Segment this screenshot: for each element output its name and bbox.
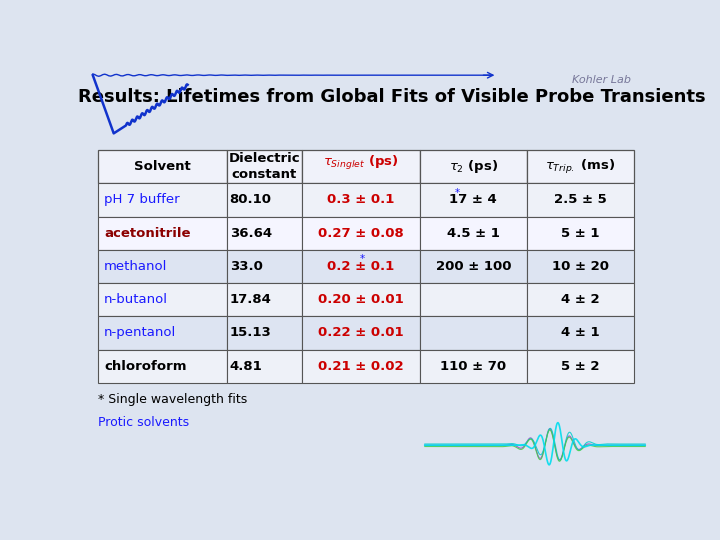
Bar [420, 349, 527, 383]
Bar [227, 183, 302, 217]
Text: *: * [359, 254, 364, 264]
Text: 4 ± 2: 4 ± 2 [561, 293, 600, 306]
Bar [99, 283, 227, 316]
Bar [527, 316, 634, 349]
Text: 5 ± 1: 5 ± 1 [561, 227, 600, 240]
Text: Solvent: Solvent [134, 160, 191, 173]
Text: 0.20 ± 0.01: 0.20 ± 0.01 [318, 293, 404, 306]
Bar [227, 349, 302, 383]
Bar [420, 250, 527, 283]
Bar [420, 150, 527, 183]
Text: $\tau_{Singlet}$ (ps): $\tau_{Singlet}$ (ps) [323, 154, 399, 172]
Bar [99, 250, 227, 283]
Text: 0.3 ± 0.1: 0.3 ± 0.1 [327, 193, 395, 206]
Text: 4.5 ± 1: 4.5 ± 1 [447, 227, 500, 240]
Bar [227, 316, 302, 349]
Bar [527, 217, 634, 250]
Text: 0.22 ± 0.01: 0.22 ± 0.01 [318, 327, 404, 340]
Text: Results: Lifetimes from Global Fits of Visible Probe Transients: Results: Lifetimes from Global Fits of V… [78, 87, 705, 106]
Text: n-pentanol: n-pentanol [104, 327, 176, 340]
Text: 4 ± 1: 4 ± 1 [561, 327, 600, 340]
Bar [527, 283, 634, 316]
Bar [302, 150, 420, 183]
Text: 5 ± 2: 5 ± 2 [561, 360, 600, 373]
Bar [527, 183, 634, 217]
Text: 17 ± 4: 17 ± 4 [449, 193, 498, 206]
Text: acetonitrile: acetonitrile [104, 227, 191, 240]
Bar [302, 283, 420, 316]
Text: 0.21 ± 0.02: 0.21 ± 0.02 [318, 360, 404, 373]
Text: $\tau_{Trip.}$ (ms): $\tau_{Trip.}$ (ms) [545, 158, 616, 176]
Text: * Single wavelength fits: * Single wavelength fits [99, 393, 248, 406]
Text: 2.5 ± 5: 2.5 ± 5 [554, 193, 607, 206]
Bar [99, 217, 227, 250]
Bar [99, 316, 227, 349]
Bar [527, 150, 634, 183]
Text: n-butanol: n-butanol [104, 293, 168, 306]
Text: *: * [455, 187, 460, 198]
Text: 17.84: 17.84 [230, 293, 271, 306]
Bar [302, 316, 420, 349]
Text: 0.27 ± 0.08: 0.27 ± 0.08 [318, 227, 404, 240]
Text: Protic solvents: Protic solvents [99, 416, 189, 429]
Text: Kohler Lab: Kohler Lab [572, 75, 631, 85]
Bar [99, 183, 227, 217]
Bar [527, 349, 634, 383]
Bar [420, 217, 527, 250]
Text: Dielectric
constant: Dielectric constant [229, 152, 300, 181]
Bar [420, 316, 527, 349]
Bar [302, 250, 420, 283]
Text: 0.2 ± 0.1: 0.2 ± 0.1 [327, 260, 395, 273]
Text: 36.64: 36.64 [230, 227, 272, 240]
Bar [420, 283, 527, 316]
Text: pH 7 buffer: pH 7 buffer [104, 193, 179, 206]
Text: 33.0: 33.0 [230, 260, 263, 273]
Text: 80.10: 80.10 [230, 193, 271, 206]
Bar [302, 183, 420, 217]
Text: $\tau_2$ (ps): $\tau_2$ (ps) [449, 158, 498, 175]
Bar [227, 250, 302, 283]
Bar [99, 150, 227, 183]
Text: 10 ± 20: 10 ± 20 [552, 260, 609, 273]
Text: 15.13: 15.13 [230, 327, 271, 340]
Text: 200 ± 100: 200 ± 100 [436, 260, 511, 273]
Bar [302, 349, 420, 383]
Bar [227, 150, 302, 183]
Bar [527, 250, 634, 283]
Bar [302, 217, 420, 250]
Bar [99, 349, 227, 383]
Text: methanol: methanol [104, 260, 167, 273]
Text: 110 ± 70: 110 ± 70 [441, 360, 506, 373]
Bar [227, 217, 302, 250]
Text: chloroform: chloroform [104, 360, 186, 373]
Text: 4.81: 4.81 [230, 360, 263, 373]
Bar [227, 283, 302, 316]
Bar [420, 183, 527, 217]
